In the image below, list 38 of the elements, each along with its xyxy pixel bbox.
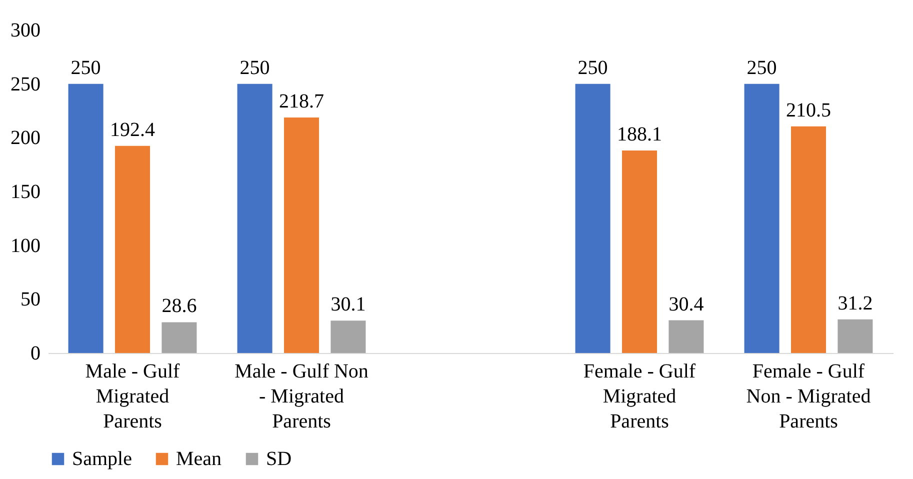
y-tick-label: 50: [20, 288, 40, 311]
data-label: 218.7: [279, 90, 324, 113]
data-label: 28.6: [162, 295, 197, 318]
bar: [838, 319, 873, 353]
x-tick-label: Female - Gulf Non - Migrated Parents: [746, 360, 871, 432]
y-tick-label: 200: [10, 127, 40, 150]
data-label: 250: [240, 56, 270, 79]
bar: [622, 150, 658, 353]
data-label: 192.4: [110, 118, 155, 141]
bar: [237, 84, 272, 353]
y-tick-label: 300: [10, 20, 40, 42]
legend-label: Sample: [72, 448, 132, 470]
bar: [790, 126, 826, 353]
data-label: 210.5: [786, 99, 831, 122]
y-tick-label: 100: [10, 234, 40, 257]
legend-label: SD: [266, 448, 292, 470]
data-label: 250: [578, 56, 608, 79]
bar: [575, 84, 610, 353]
bar: [330, 320, 366, 353]
data-label: 30.4: [668, 293, 704, 316]
bar: [284, 118, 320, 353]
bar: [668, 320, 704, 353]
data-label: 250: [746, 56, 777, 79]
data-label: 30.1: [330, 294, 366, 316]
bar: [68, 84, 104, 353]
x-tick-label: Female - Gulf Migrated Parents: [583, 360, 696, 432]
legend-label: Mean: [176, 448, 222, 470]
bar: [114, 146, 150, 353]
bar: [162, 322, 197, 353]
data-label: 31.2: [838, 292, 873, 314]
data-label: 250: [70, 56, 101, 79]
y-tick-label: 250: [10, 73, 40, 96]
x-tick-label: Male - Gulf Migrated Parents: [85, 360, 180, 432]
bar: [744, 84, 780, 353]
y-tick-label: 0: [30, 342, 40, 364]
data-label: 188.1: [617, 123, 662, 146]
x-tick-label: Male - Gulf Non - Migrated Parents: [234, 360, 368, 432]
y-tick-label: 150: [10, 181, 40, 203]
